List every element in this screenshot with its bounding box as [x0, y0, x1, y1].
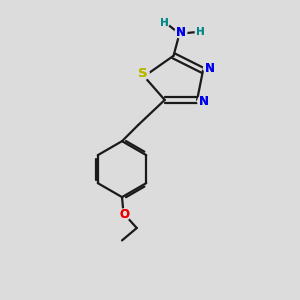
- Text: N: N: [199, 95, 208, 108]
- Circle shape: [118, 209, 130, 221]
- Circle shape: [204, 62, 215, 74]
- Circle shape: [175, 26, 187, 38]
- Text: N: N: [205, 61, 214, 75]
- Text: H: H: [196, 27, 204, 37]
- Text: N: N: [176, 26, 186, 39]
- Text: S: S: [138, 67, 148, 80]
- Circle shape: [195, 28, 205, 37]
- Circle shape: [160, 18, 169, 27]
- Text: N: N: [205, 61, 214, 75]
- Text: O: O: [119, 208, 129, 221]
- Text: H: H: [160, 17, 169, 28]
- Text: S: S: [138, 67, 148, 80]
- Text: H: H: [160, 17, 169, 28]
- Text: H: H: [196, 27, 204, 37]
- Text: N: N: [176, 26, 186, 39]
- Text: O: O: [119, 208, 129, 221]
- Circle shape: [136, 67, 149, 80]
- Text: N: N: [199, 95, 208, 108]
- Circle shape: [198, 95, 209, 107]
